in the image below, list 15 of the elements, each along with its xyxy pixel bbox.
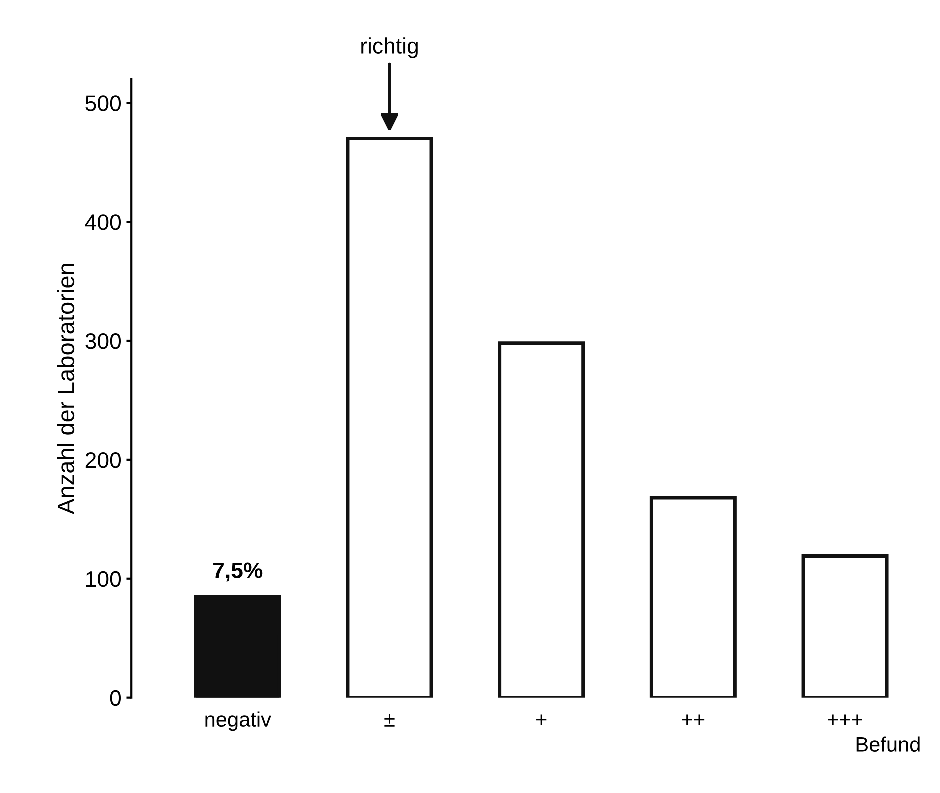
y-tick-label: 0 [110, 690, 122, 706]
y-tick-label: 500 [86, 96, 122, 112]
x-tick-label: + [536, 714, 547, 725]
x-tick-label: +++ [828, 714, 862, 725]
x-axis-title: Befund [856, 736, 920, 752]
x-tick-label: ± [384, 714, 395, 727]
y-tick-label: 300 [86, 334, 122, 350]
y-tick-label: 400 [85, 214, 122, 230]
y-tick-label: 200 [86, 452, 122, 468]
annotation: 7,5% [214, 562, 263, 582]
x-tick-label: negativ [206, 712, 272, 732]
x-tick-label: ++ [682, 714, 705, 725]
text: richtig [362, 38, 418, 58]
y-axis-title: Anzahl der Laboratorien [57, 264, 75, 515]
y-tick-label: 100 [86, 571, 122, 588]
